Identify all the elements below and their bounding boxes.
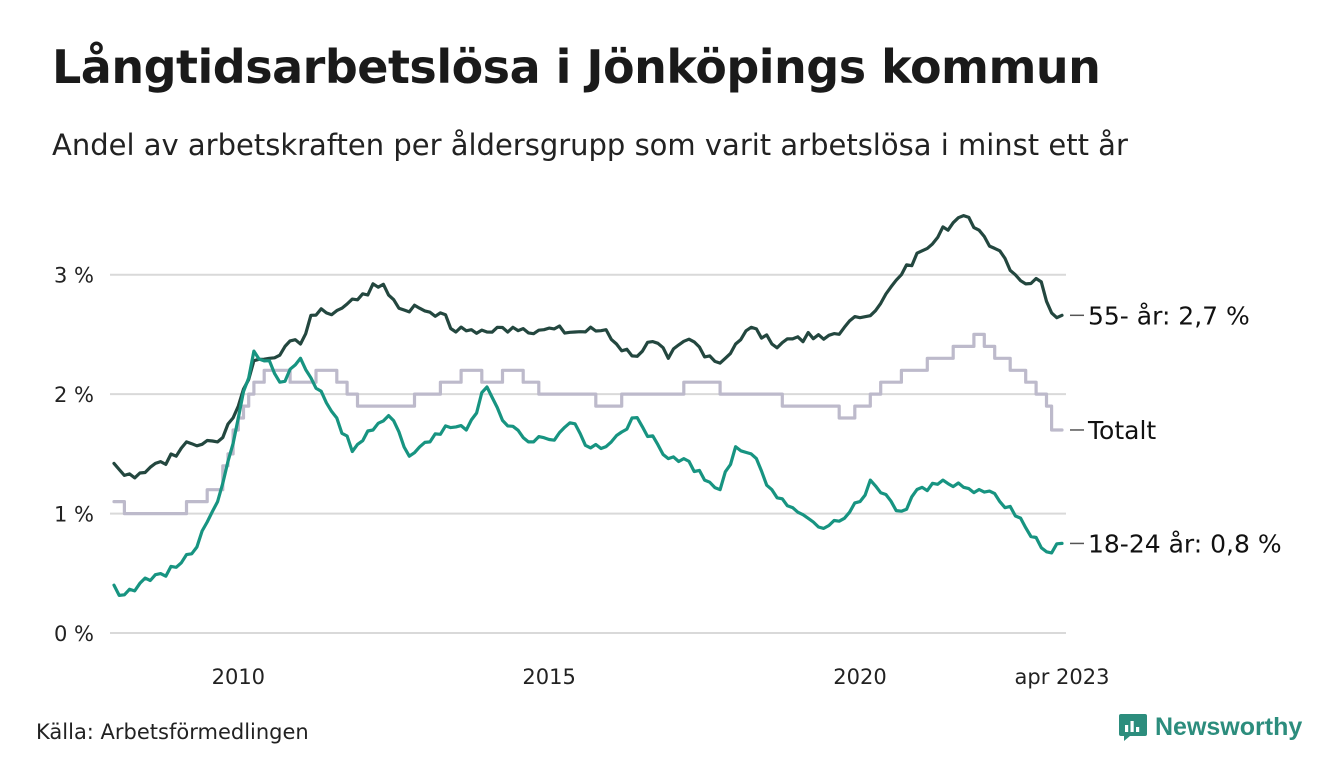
source-note: Källa: Arbetsförmedlingen bbox=[36, 720, 309, 744]
y-tick-label: 3 % bbox=[54, 264, 94, 288]
chart-title: Långtidsarbetslösa i Jönköpings kommun bbox=[52, 40, 1101, 94]
series-lines bbox=[112, 214, 1064, 597]
x-tick-label: 2020 bbox=[833, 665, 886, 689]
x-tick-label: apr 2023 bbox=[1015, 665, 1110, 689]
chart-subtitle: Andel av arbetskraften per åldersgrupp s… bbox=[52, 128, 1128, 162]
series-line-18-24-r bbox=[112, 349, 1064, 597]
y-axis-ticks: 0 % 1 % 2 % 3 % bbox=[54, 264, 94, 646]
series-line-55-r bbox=[112, 214, 1064, 480]
y-tick-label: 2 % bbox=[54, 383, 94, 407]
end-label-totalt: Totalt bbox=[1087, 416, 1156, 445]
brand-logo: Newsworthy bbox=[1118, 712, 1302, 742]
x-tick-label: 2015 bbox=[522, 665, 575, 689]
series-end-labels: Totalt 55- år: 2,7 % 18-24 år: 0,8 % bbox=[1070, 301, 1282, 558]
x-axis-ticks: 2010 2015 2020 apr 2023 bbox=[212, 665, 1110, 689]
newsworthy-logo-icon bbox=[1119, 714, 1147, 741]
end-label-55-r: 55- år: 2,7 % bbox=[1088, 301, 1250, 330]
end-label-18-24-r: 18-24 år: 0,8 % bbox=[1088, 529, 1282, 558]
series-line-totalt bbox=[112, 332, 1064, 516]
y-tick-label: 1 % bbox=[54, 503, 94, 527]
x-tick-label: 2010 bbox=[212, 665, 265, 689]
brand-name: Newsworthy bbox=[1155, 712, 1303, 741]
y-tick-label: 0 % bbox=[54, 622, 94, 646]
